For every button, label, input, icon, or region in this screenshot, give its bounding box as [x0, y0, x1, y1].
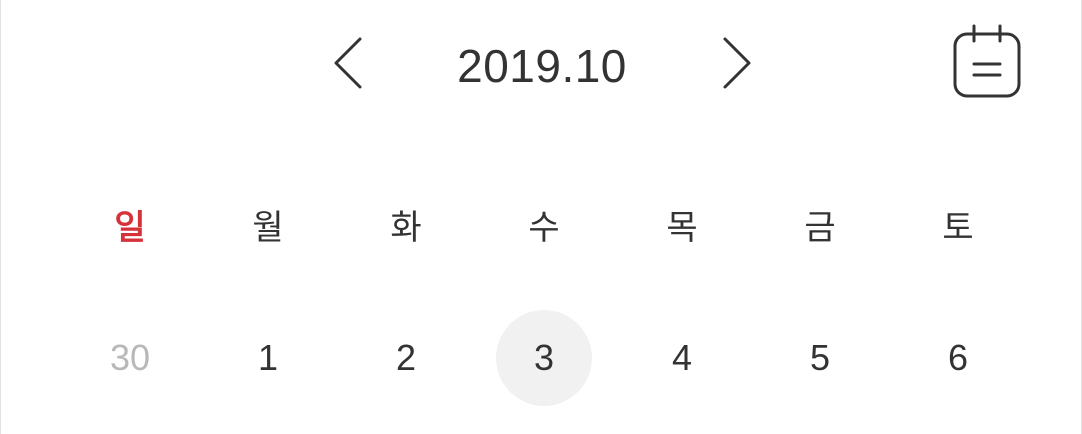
day-cell[interactable]: 1	[199, 310, 337, 406]
chevron-left-icon	[334, 37, 362, 89]
weekday-tue: 화	[390, 209, 422, 247]
next-month-button[interactable]	[712, 30, 762, 96]
weekday-wed: 수	[528, 209, 560, 247]
calendar-view-button[interactable]	[947, 22, 1027, 102]
calendar-list-icon	[953, 24, 1021, 98]
day-cell[interactable]: 30	[61, 310, 199, 406]
weekday-mon: 월	[252, 209, 284, 247]
day-cell[interactable]: 6	[889, 310, 1027, 406]
day-cell[interactable]: 4	[613, 310, 751, 406]
day-number: 2	[395, 337, 417, 378]
day-number: 1	[257, 337, 279, 378]
weekday-thu: 목	[666, 209, 698, 247]
weekday-sat: 토	[942, 209, 974, 247]
day-number: 5	[809, 337, 831, 378]
day-cell[interactable]: 5	[751, 310, 889, 406]
day-number: 3	[496, 310, 592, 406]
chevron-right-icon	[723, 37, 751, 89]
day-number: 30	[109, 337, 151, 378]
day-cell-selected[interactable]: 3	[475, 310, 613, 406]
weekday-sun: 일	[114, 209, 146, 247]
day-number: 6	[947, 337, 969, 378]
prev-month-button[interactable]	[323, 30, 373, 96]
week-row: 30 1 2 3 4 5 6	[61, 310, 1027, 406]
weekday-header-row: 일 월 화 수 목 금 토	[61, 198, 1027, 258]
month-title: 2019.10	[457, 40, 627, 92]
day-cell[interactable]: 2	[337, 310, 475, 406]
weekday-fri: 금	[804, 209, 836, 247]
day-number: 4	[671, 337, 693, 378]
